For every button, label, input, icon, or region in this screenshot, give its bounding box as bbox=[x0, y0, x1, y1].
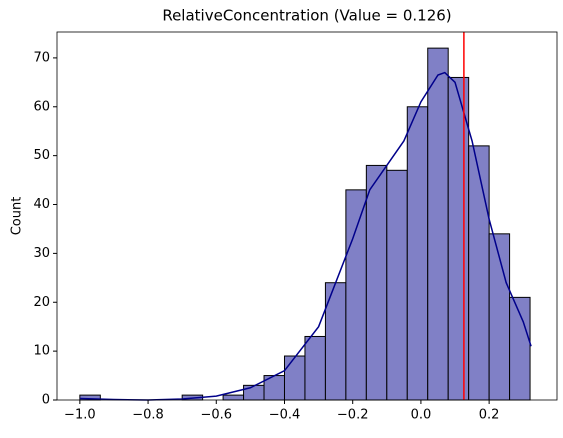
bar bbox=[345, 189, 367, 401]
x-tick-label: −0.8 bbox=[132, 408, 164, 423]
bar bbox=[406, 106, 429, 401]
bar bbox=[222, 394, 245, 401]
x-tick-label: 0.0 bbox=[411, 408, 432, 423]
x-tick-label: −0.4 bbox=[269, 408, 301, 423]
y-tick-label: 40 bbox=[33, 197, 50, 212]
y-axis-label: Count bbox=[10, 197, 25, 236]
bar bbox=[283, 355, 306, 401]
x-tick-label: −0.6 bbox=[200, 408, 232, 423]
bar bbox=[243, 384, 265, 401]
bar bbox=[386, 169, 408, 401]
bar bbox=[468, 145, 490, 401]
x-tick-label: −0.2 bbox=[337, 408, 369, 423]
y-tick-label: 20 bbox=[33, 295, 50, 310]
x-tick-label: −1.0 bbox=[64, 408, 96, 423]
y-tick-label: 60 bbox=[33, 99, 50, 114]
y-tick-label: 70 bbox=[33, 50, 50, 65]
y-tick-label: 0 bbox=[42, 393, 50, 408]
bar bbox=[447, 76, 470, 401]
y-tick-label: 10 bbox=[33, 344, 50, 359]
bar bbox=[365, 164, 388, 401]
y-tick-label: 30 bbox=[33, 246, 50, 261]
y-tick-label: 50 bbox=[33, 148, 50, 163]
plot-frame bbox=[56, 31, 558, 401]
bar bbox=[304, 335, 326, 401]
x-tick-label: 0.2 bbox=[479, 408, 500, 423]
bar bbox=[427, 47, 449, 401]
kde-line bbox=[79, 71, 532, 401]
chart-title: RelativeConcentration (Value = 0.126) bbox=[162, 7, 451, 25]
